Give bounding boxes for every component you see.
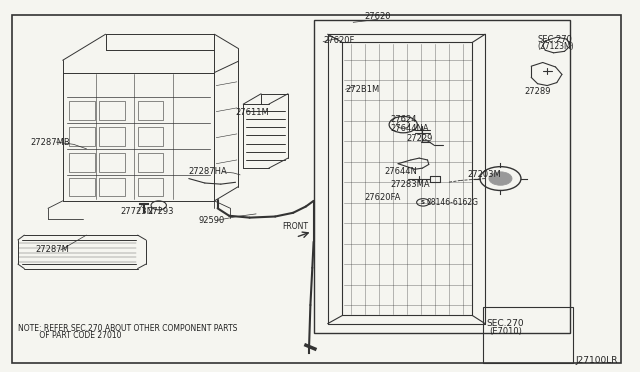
Bar — [138, 101, 163, 120]
Text: SEC.270: SEC.270 — [487, 319, 524, 328]
Circle shape — [489, 172, 512, 185]
Text: 272B1M: 272B1M — [346, 85, 380, 94]
Text: OF PART CODE 27010: OF PART CODE 27010 — [18, 331, 122, 340]
Text: 27287MB: 27287MB — [31, 138, 70, 147]
Text: 27203M: 27203M — [467, 170, 501, 179]
Bar — [99, 127, 125, 146]
Bar — [99, 101, 125, 120]
Text: 27611M: 27611M — [236, 108, 269, 117]
Text: 27229: 27229 — [406, 134, 433, 143]
Bar — [99, 153, 125, 172]
Text: NOTE: REFER SEC.270 ABOUT OTHER COMPONENT PARTS: NOTE: REFER SEC.270 ABOUT OTHER COMPONEN… — [18, 324, 237, 333]
Text: S: S — [421, 200, 425, 205]
Bar — [138, 127, 163, 146]
Bar — [99, 178, 125, 196]
Text: 27624: 27624 — [390, 115, 417, 124]
Text: 27723N: 27723N — [120, 207, 154, 216]
Text: 27644N: 27644N — [384, 167, 417, 176]
Text: 27644NA: 27644NA — [390, 124, 429, 133]
Text: 27287HA: 27287HA — [189, 167, 228, 176]
Bar — [314, 20, 570, 333]
Bar — [69, 178, 95, 196]
Bar — [69, 153, 95, 172]
Text: SEC.270: SEC.270 — [538, 35, 572, 44]
Bar — [483, 307, 573, 363]
Bar — [69, 127, 95, 146]
Text: 08146-6162G: 08146-6162G — [426, 198, 478, 207]
Bar — [69, 101, 95, 120]
Text: 27620: 27620 — [365, 12, 391, 21]
Text: 27289: 27289 — [525, 87, 551, 96]
Text: (27123M): (27123M) — [538, 42, 574, 51]
Text: 27287M: 27287M — [35, 246, 69, 254]
Text: 27620F: 27620F — [323, 36, 355, 45]
Text: FRONT: FRONT — [283, 222, 308, 231]
Text: 27293: 27293 — [147, 207, 173, 216]
Bar — [138, 178, 163, 196]
Text: J27100LR: J27100LR — [575, 356, 618, 365]
Text: 27620FA: 27620FA — [365, 193, 401, 202]
Text: 27283MA: 27283MA — [390, 180, 430, 189]
Text: (E7010): (E7010) — [489, 327, 522, 336]
Text: 92590: 92590 — [198, 216, 225, 225]
Bar — [138, 153, 163, 172]
